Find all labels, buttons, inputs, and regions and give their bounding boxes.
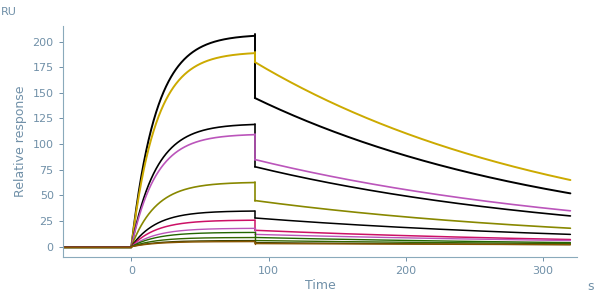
Text: s: s	[587, 280, 594, 293]
Y-axis label: Relative response: Relative response	[14, 86, 27, 197]
X-axis label: Time: Time	[305, 279, 335, 292]
Text: RU: RU	[1, 7, 17, 17]
